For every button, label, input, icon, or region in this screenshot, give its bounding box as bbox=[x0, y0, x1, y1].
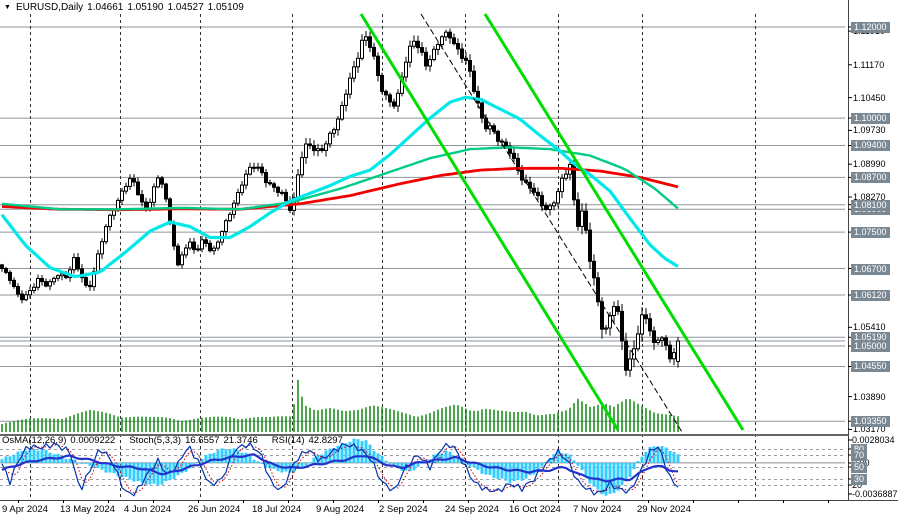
volume-histogram bbox=[1, 379, 679, 432]
rsi-line bbox=[1, 453, 679, 483]
month-separator-lines bbox=[30, 14, 756, 500]
indicator-values-row: OsMA(12,26,9) 0.0009222 Stoch(5,3,3) 16.655… bbox=[2, 435, 347, 446]
moving-averages bbox=[0, 95, 679, 278]
symbol-period-label: EURUSD,Daily bbox=[15, 2, 84, 13]
stoch-label: Stoch(5,3,3) bbox=[129, 435, 182, 446]
ohlc-high-value: 1.05190 bbox=[127, 2, 164, 13]
candlesticks bbox=[0, 28, 680, 377]
trend-lines bbox=[359, 13, 745, 433]
osma-label: OsMA(12,26,9) bbox=[2, 435, 67, 446]
stoch-main-line bbox=[1, 442, 679, 497]
stoch-signal-line bbox=[1, 444, 679, 494]
chart-menu-arrow-icon[interactable]: ▼ bbox=[4, 4, 11, 11]
chart-header: ▼ EURUSD,Daily 1.04661 1.05190 1.04527 1.0510… bbox=[4, 2, 248, 13]
grid-level-lines bbox=[0, 26, 845, 422]
stoch-signal-value: 21.3746 bbox=[223, 435, 258, 446]
ohlc-close-value: 1.05109 bbox=[207, 2, 244, 13]
rsi-value: 42.8297 bbox=[308, 435, 343, 446]
osma-value: 0.0009222 bbox=[70, 435, 116, 446]
rsi-label: RSI(14) bbox=[271, 435, 305, 446]
ohlc-low-value: 1.04527 bbox=[167, 2, 204, 13]
stoch-main-value: 16.6557 bbox=[185, 435, 220, 446]
ohlc-open-value: 1.04661 bbox=[87, 2, 124, 13]
